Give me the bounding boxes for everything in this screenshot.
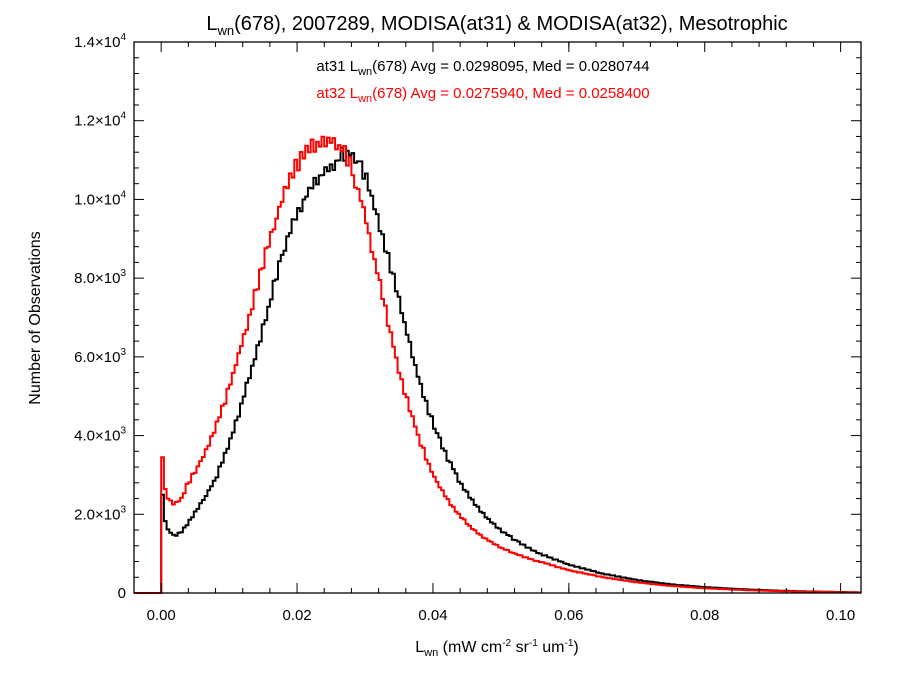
x-tick-label: 0.00: [147, 607, 176, 624]
x-tick-label: 0.04: [418, 607, 447, 624]
legend-entry-at32: at32 Lwn(678) Avg = 0.0275940, Med = 0.0…: [316, 85, 649, 105]
y-axis: 0 2.0×103 4.0×103 6.0×103 8.0×103 1.0×104 1.2×…: [74, 32, 861, 602]
y-tick-label: 0: [118, 585, 126, 602]
x-axis-title: Lwn (mW cm-2 sr-1 um-1): [415, 638, 578, 659]
y-tick-label: 8.0×103: [74, 268, 126, 287]
chart-title: Lwn(678), 2007289, MODISA(at31) & MODISA…: [206, 13, 787, 38]
y-tick-label: 1.4×104: [74, 32, 126, 51]
series-layer: [134, 135, 861, 594]
y-tick-label: 6.0×103: [74, 347, 126, 366]
y-axis-title: Number of Observations: [27, 231, 44, 404]
y-tick-label: 4.0×103: [74, 426, 126, 445]
series-line-at32: [134, 135, 861, 594]
x-tick-label: 0.10: [826, 607, 855, 624]
legend: at31 Lwn(678) Avg = 0.0298095, Med = 0.0…: [316, 58, 649, 105]
series-line-at31: [134, 146, 861, 594]
y-tick-label: 2.0×103: [74, 504, 126, 523]
y-tick-label: 1.2×104: [74, 111, 126, 130]
plot-frame: [133, 41, 862, 594]
y-tick-label: 1.0×104: [74, 189, 126, 208]
x-tick-label: 0.08: [690, 607, 719, 624]
plot-area: 0.00 0.02 0.04 0.06 0.08 0.10 0 2.0×103 4.0×103…: [74, 32, 862, 624]
legend-entry-at31: at31 Lwn(678) Avg = 0.0298095, Med = 0.0…: [316, 58, 649, 78]
x-tick-label: 0.02: [282, 607, 311, 624]
x-tick-label: 0.06: [554, 607, 583, 624]
x-axis: 0.00 0.02 0.04 0.06 0.08 0.10: [133, 42, 855, 624]
x-axis-unit: (mW cm-2 sr-1 um-1): [438, 638, 578, 656]
